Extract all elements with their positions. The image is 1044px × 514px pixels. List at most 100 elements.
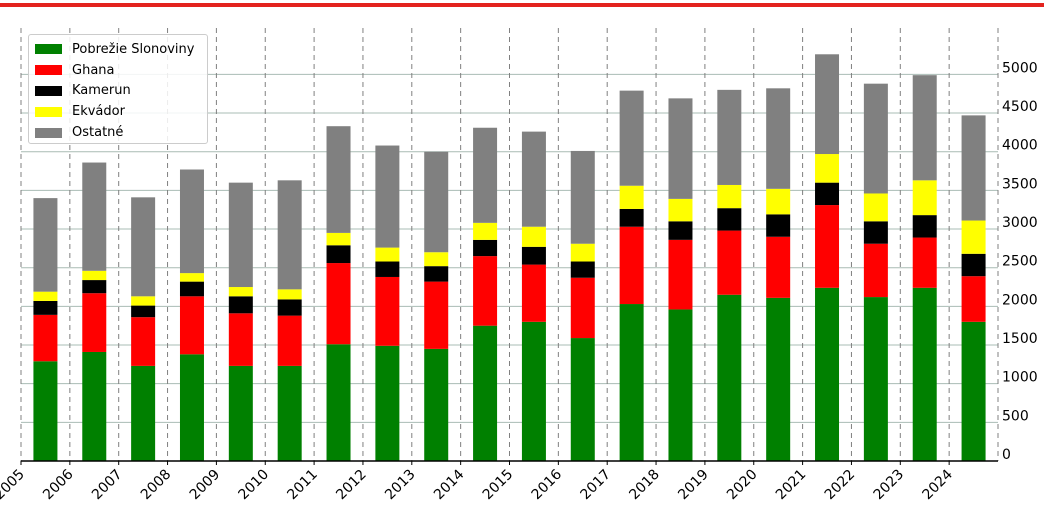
bar-segment [912,287,937,461]
x-tick-label: 2019 [675,467,712,504]
bar-segment [570,261,595,278]
bar-segment [473,222,498,240]
bar-segment [570,277,595,339]
bar-segment [668,309,693,461]
bar-segment [668,239,693,310]
y-tick-label: 2500 [1002,254,1038,270]
legend: Pobrežie Slonoviny Ghana Kamerun Ekvádor Ost… [28,34,208,144]
bar-segment [619,226,644,305]
top-accent-rule [0,3,1044,7]
legend-swatch [35,44,62,55]
bar-segment [912,215,937,238]
x-tick-label: 2007 [89,467,126,504]
x-tick-label: 2011 [284,467,321,504]
legend-label: Kamerun [72,83,131,99]
bar-segment [131,197,156,297]
bar-segment [961,115,986,221]
bar-segment [570,243,595,262]
bar-segment [326,344,351,461]
bar-segment [815,287,840,461]
bar-segment [863,193,888,222]
bar-segment [473,239,498,257]
bar-segment [82,351,107,461]
bar-segment [375,261,400,277]
bar-segment [33,300,58,315]
bar-segment [228,296,253,314]
bar-segment [521,264,546,322]
bar-segment [863,243,888,298]
legend-label: Pobrežie Slonoviny [72,41,195,57]
y-tick-label: 1000 [1002,370,1038,386]
x-tick-label: 2014 [431,466,468,503]
bar-segment [815,154,840,183]
y-tick-label: 2000 [1002,292,1038,308]
bar-segment [766,214,791,237]
bar-segment [619,304,644,461]
x-tick-label: 2005 [0,467,28,504]
bar-segment [717,230,742,295]
y-tick-label: 5000 [1002,60,1038,76]
legend-label: Ghana [72,62,115,78]
legend-item: Pobrežie Slonoviny [35,39,201,60]
legend-label: Ostatné [72,125,124,141]
bar-segment [375,247,400,262]
bar-segment [473,127,498,223]
bar-segment [766,188,791,215]
bar-segment [179,273,204,282]
legend-swatch [35,65,62,76]
bar-segment [521,131,546,227]
bar-segment [912,75,937,181]
bar-segment [961,220,986,254]
bar-segment [326,245,351,264]
bar-segment [179,354,204,461]
bar-segment [863,297,888,461]
bar-segment [668,98,693,199]
bar-segment [424,151,449,253]
bar-segment [82,270,107,281]
x-tick-label: 2015 [480,467,517,504]
bar-segment [179,169,204,274]
legend-item: Ostatné [35,122,201,143]
bar-segment [619,90,644,186]
y-tick-label: 500 [1002,408,1029,424]
legend-label: Ekvádor [72,104,125,120]
x-tick-label: 2012 [333,467,370,504]
bar-segment [766,88,791,189]
bar-segment [179,281,204,297]
x-tick-label: 2010 [236,467,273,504]
bar-segment [424,348,449,461]
legend-swatch [35,85,62,96]
bar-segment [277,299,302,316]
bar-segment [668,198,693,222]
bar-segment [82,280,107,294]
bar-segment [668,221,693,240]
bar-segment [717,89,742,185]
bar-segment [326,263,351,345]
bar-segment [131,305,156,318]
bar-segment [179,296,204,355]
legend-item: Ghana [35,60,201,81]
bar-segment [326,126,351,233]
bar-segment [717,208,742,231]
bar-segment [82,162,107,271]
legend-swatch [35,106,62,117]
bar-segment [863,83,888,194]
bar-segment [815,205,840,288]
bar-segment [277,180,302,290]
bar-segment [277,365,302,461]
bar-segment [717,184,742,209]
x-tick-label: 2024 [919,466,956,503]
bar-segment [228,365,253,461]
bar-segment [424,252,449,267]
x-tick-label: 2017 [578,467,615,504]
bar-segment [33,361,58,461]
bar-segment [961,253,986,277]
bar-segment [277,289,302,300]
legend-swatch [35,127,62,138]
y-tick-label: 4500 [1002,99,1038,115]
bar-segment [131,296,156,306]
x-tick-label: 2023 [871,467,908,504]
bar-segment [375,345,400,461]
bar-segment [228,287,253,297]
